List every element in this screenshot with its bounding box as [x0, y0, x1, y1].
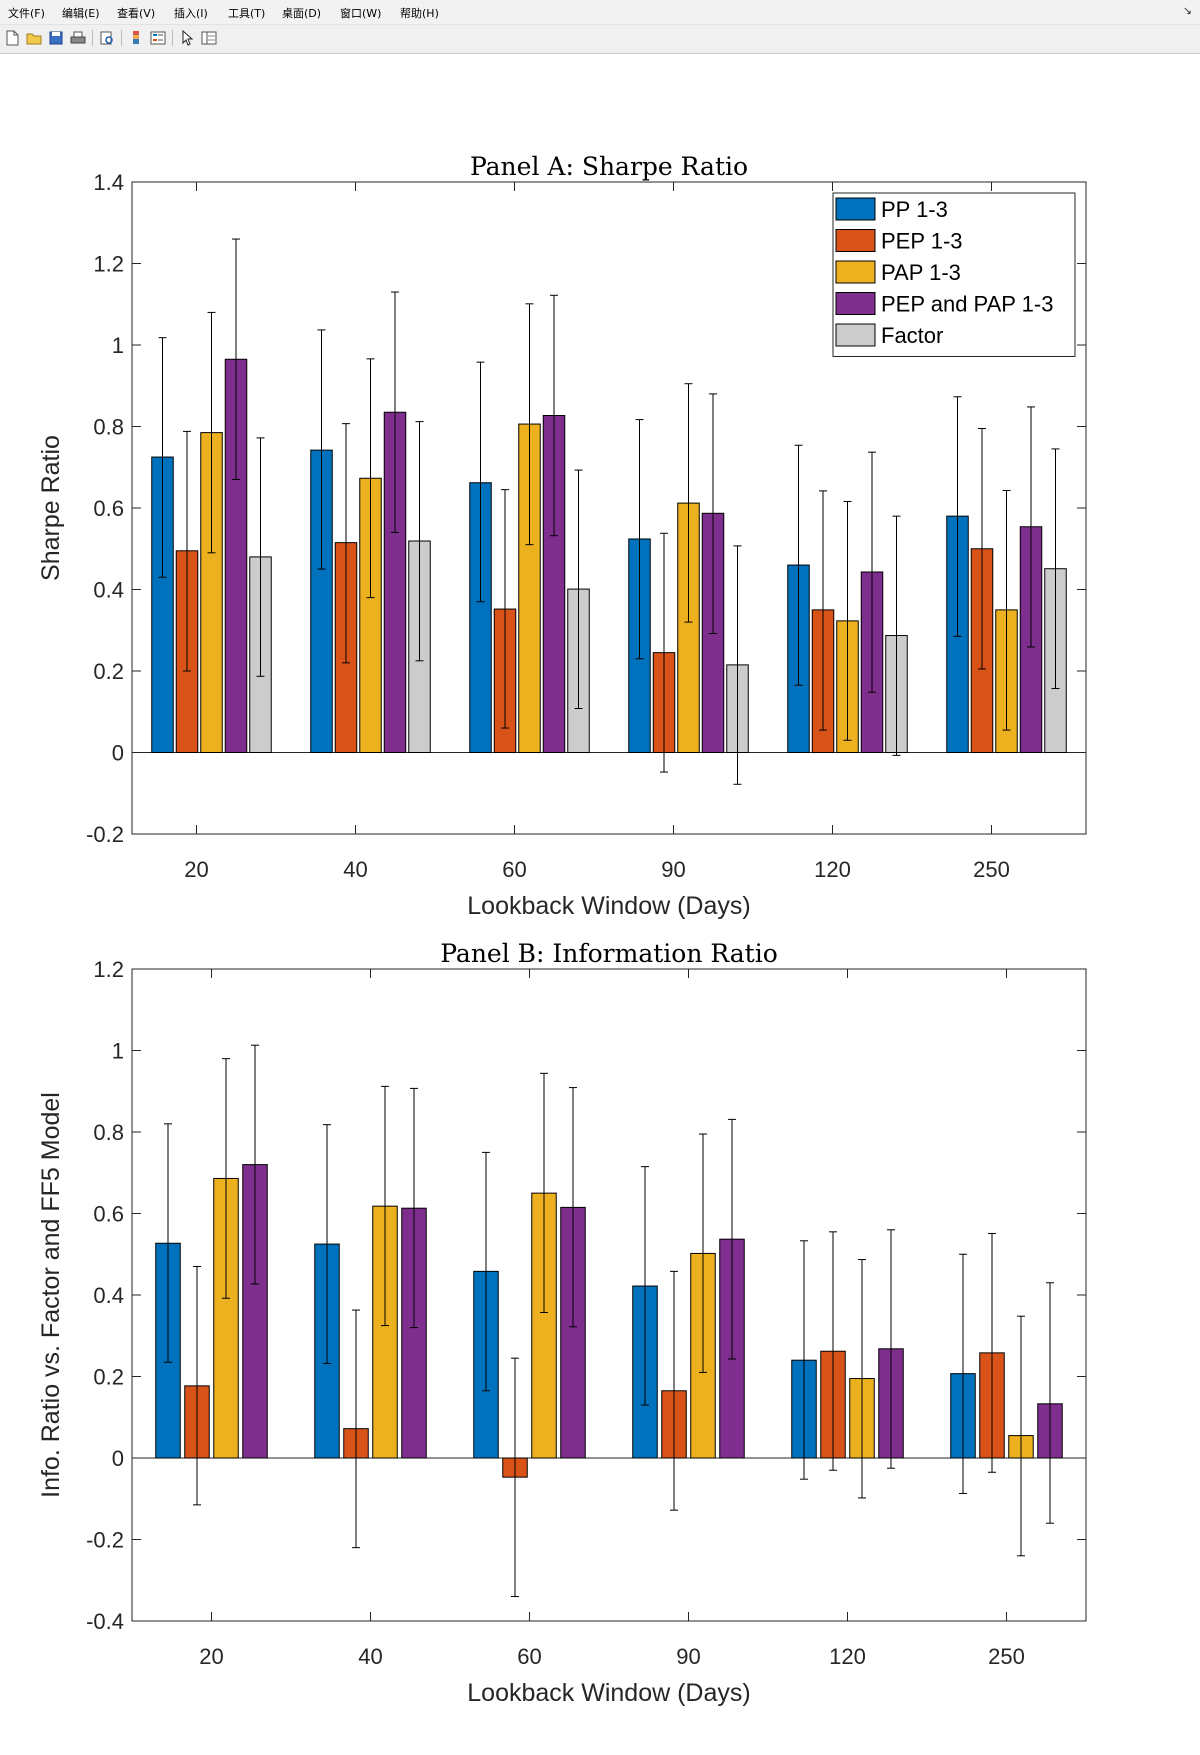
print-preview-icon[interactable]	[98, 29, 116, 47]
x-axis-label: Lookback Window (Days)	[467, 892, 750, 920]
dock-arrow-icon[interactable]: ↘	[1182, 4, 1192, 17]
x-tick-label: 60	[502, 857, 526, 882]
menu-view[interactable]: 查看(V)	[117, 7, 156, 20]
menu-window[interactable]: 窗口(W)	[340, 7, 382, 20]
y-tick-label: -0.4	[86, 1609, 124, 1634]
chart-title: Panel A: Sharpe Ratio	[470, 152, 748, 181]
menu-insert[interactable]: 插入(I)	[174, 7, 208, 20]
y-tick-label: 0.6	[93, 496, 124, 521]
figure-toolbar	[0, 25, 1200, 54]
legend-swatch	[835, 229, 876, 252]
plot-area	[131, 968, 1087, 1622]
legend-icon[interactable]	[149, 29, 167, 47]
legend-swatch	[835, 292, 876, 315]
figure-plots: -0.200.20.40.60.811.21.420 40 60 90 120 250Pa…	[37, 152, 1087, 1707]
legend-swatch	[835, 197, 876, 221]
legend-entry: PEP and PAP 1-3	[881, 292, 1053, 317]
menu-desktop[interactable]: 桌面(D)	[282, 7, 322, 20]
panel-a-chart: -0.2 0 0.2 0.4 0.6 0.8 1 1.2 1.4 20 40 60 90 120 250 Pa…	[37, 152, 1087, 920]
y-tick-label: 1.2	[93, 252, 124, 277]
y-tick-label: 0.6	[93, 1202, 124, 1227]
y-tick-label: 0	[112, 1446, 124, 1471]
y-axis-label: Sharpe Ratio	[37, 435, 65, 581]
y-tick-label: 0.2	[93, 1365, 124, 1390]
y-tick-label: 1	[112, 1039, 124, 1064]
chart-title: Panel B: Information Ratio	[440, 939, 778, 968]
menu-bar: 文件(F) 编辑(E) 查看(V) 插入(I) 工具(T) 桌面(D) 窗口(W…	[0, 0, 1200, 25]
legend-entry: PEP 1-3	[881, 229, 963, 254]
panel-b-chart: -0.4 -0.2 0 0.2 0.4 0.6 0.8 1 1.2 20 40 60 90 120 250 P…	[37, 939, 1087, 1707]
y-tick-label: 0.4	[93, 578, 124, 603]
legend-entry: PP 1-3	[881, 197, 948, 222]
legend: PP 1-3 PEP 1-3 PAP 1-3 PEP and PAP 1-3 Facto…	[832, 192, 1076, 357]
toolbar-separator	[92, 30, 93, 46]
y-tick-label: 0.2	[93, 659, 124, 684]
toolbar-separator	[121, 30, 122, 46]
x-axis-label: Lookback Window (Days)	[467, 1679, 750, 1707]
x-tick-label: 20	[199, 1644, 223, 1669]
x-tick-label: 90	[661, 857, 685, 882]
legend-entry: PAP 1-3	[881, 260, 961, 285]
y-tick-label: 1.2	[93, 957, 124, 982]
legend-entry: Factor	[881, 323, 943, 348]
x-tick-label: 40	[358, 1644, 382, 1669]
save-icon[interactable]	[47, 29, 65, 47]
y-axis-label: Info. Ratio vs. Factor and FF5 Model	[37, 1092, 65, 1498]
x-tick-label: 250	[973, 857, 1010, 882]
y-tick-label: 0.8	[93, 1120, 124, 1145]
y-tick-label: 0.8	[93, 415, 124, 440]
bar	[242, 1164, 268, 1459]
y-tick-label: 1	[112, 333, 124, 358]
x-tick-label: 120	[814, 857, 851, 882]
open-folder-icon[interactable]	[25, 29, 43, 47]
toolbar-separator	[172, 30, 173, 46]
y-tick-label: -0.2	[86, 822, 124, 847]
print-icon[interactable]	[69, 29, 87, 47]
legend-swatch	[835, 323, 876, 347]
figure-canvas: -0.2 0 0.2 0.4 0.6 0.8 1 1.2 1.4 20 40 60 90 120 250 Pa…	[0, 54, 1200, 1755]
menu-tools[interactable]: 工具(T)	[228, 7, 266, 20]
legend-swatch	[835, 260, 876, 284]
y-tick-label: 1.4	[93, 170, 124, 195]
menu-help[interactable]: 帮助(H)	[400, 7, 439, 20]
y-tick-label: 0	[112, 741, 124, 766]
x-tick-label: 90	[676, 1644, 700, 1669]
pointer-icon[interactable]	[178, 29, 196, 47]
menu-file[interactable]: 文件(F)	[8, 7, 45, 20]
x-tick-label: 60	[517, 1644, 541, 1669]
x-tick-label: 20	[184, 857, 208, 882]
property-inspector-icon[interactable]	[200, 29, 218, 47]
y-tick-label: 0.4	[93, 1283, 124, 1308]
x-tick-label: 250	[988, 1644, 1025, 1669]
y-tick-label: -0.2	[86, 1528, 124, 1553]
menu-edit[interactable]: 编辑(E)	[62, 7, 100, 20]
x-tick-label: 120	[829, 1644, 866, 1669]
new-file-icon[interactable]	[3, 29, 21, 47]
x-tick-label: 40	[343, 857, 367, 882]
colorbar-icon[interactable]	[127, 29, 145, 47]
